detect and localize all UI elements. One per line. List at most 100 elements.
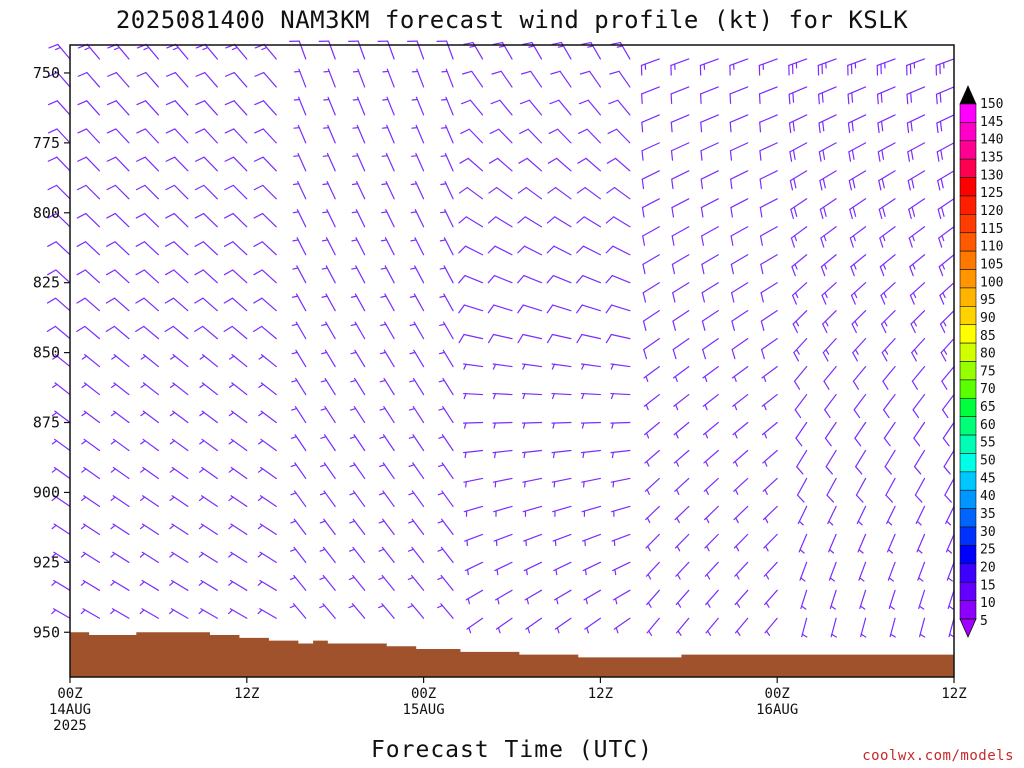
wind-barb <box>917 561 926 582</box>
wind-barb <box>438 377 454 396</box>
wind-barb <box>407 603 425 619</box>
wind-barb <box>908 198 926 220</box>
wind-barb <box>194 241 218 256</box>
wind-barb <box>80 608 101 619</box>
wind-barb <box>800 589 808 610</box>
wind-barb <box>731 365 749 382</box>
wind-barb <box>410 209 425 228</box>
wind-barb <box>670 114 690 133</box>
wind-barb <box>437 603 454 619</box>
wind-barb <box>77 72 101 88</box>
wind-barb <box>848 170 867 191</box>
colorbar-label: 35 <box>980 507 996 522</box>
colorbar-segment <box>959 140 977 160</box>
wind-barb <box>487 274 513 284</box>
wind-barb <box>51 608 71 619</box>
wind-barb <box>440 180 454 200</box>
wind-barb <box>761 338 778 360</box>
wind-barb <box>606 186 631 200</box>
wind-barb <box>348 40 366 60</box>
wind-barb <box>320 377 336 396</box>
wind-barb <box>110 438 130 452</box>
wind-barb <box>699 58 719 76</box>
wind-barb <box>382 68 395 88</box>
wind-barb <box>322 152 336 172</box>
wind-barb <box>674 477 690 495</box>
wind-barb <box>351 265 366 284</box>
wind-barb <box>350 377 366 396</box>
wind-barb <box>522 477 543 488</box>
wind-barb <box>223 297 248 312</box>
wind-barb <box>223 325 248 340</box>
wind-barb <box>820 226 837 248</box>
wind-barb <box>51 438 71 452</box>
wind-barb <box>907 142 926 162</box>
wind-barb <box>381 209 395 228</box>
wind-barb <box>379 434 395 452</box>
wind-barb <box>701 226 719 246</box>
wind-barb <box>886 533 896 554</box>
wind-barb <box>762 449 778 467</box>
wind-barb <box>105 269 130 284</box>
wind-barb <box>759 198 778 218</box>
wind-barb <box>643 365 660 382</box>
wind-barb <box>580 363 602 370</box>
y-tick-label: 850 <box>33 344 60 362</box>
wind-barb <box>169 551 189 563</box>
wind-barb <box>194 156 218 172</box>
wind-barb <box>645 505 660 524</box>
wind-barb <box>703 505 719 524</box>
wind-barb <box>440 124 454 144</box>
wind-barb <box>135 269 159 284</box>
wind-barb <box>919 617 926 638</box>
wind-barb <box>110 382 130 396</box>
wind-barb <box>878 198 896 220</box>
colorbar-segment <box>959 269 977 289</box>
wind-barb <box>758 86 778 104</box>
wind-barb <box>674 533 690 552</box>
wind-barb <box>223 241 248 256</box>
wind-barb <box>853 393 867 419</box>
wind-barb <box>493 533 513 547</box>
wind-barb <box>935 86 955 105</box>
colorbar-label: 150 <box>980 97 1003 112</box>
wind-barb <box>671 226 690 246</box>
wind-barb <box>77 156 101 172</box>
y-axis: 750 775 800 825 850 875 900 925 950 <box>33 64 70 641</box>
wind-barb <box>195 128 218 144</box>
wind-barb <box>319 603 336 619</box>
wind-barb <box>610 421 631 429</box>
wind-barb <box>169 438 189 452</box>
x-tick-label: 2025 <box>53 718 87 734</box>
wind-barb <box>581 505 602 517</box>
wind-barb <box>135 325 159 340</box>
wind-barb <box>169 579 189 591</box>
wind-barb <box>253 184 277 200</box>
wind-barb <box>579 70 602 88</box>
wind-barb <box>876 86 896 105</box>
wind-barb <box>51 579 71 591</box>
wind-barb <box>320 434 336 452</box>
wind-barb <box>110 608 130 619</box>
wind-barb <box>576 245 602 256</box>
wind-barb <box>407 546 425 563</box>
wind-barb <box>611 533 631 547</box>
wind-barb <box>76 184 101 200</box>
wind-barb <box>789 170 808 191</box>
wind-barb <box>460 99 484 116</box>
wind-barb <box>257 579 277 591</box>
wind-barb <box>321 321 336 340</box>
wind-barb <box>849 198 867 220</box>
wind-barb <box>322 180 336 200</box>
wind-barb <box>437 462 454 480</box>
wind-barb <box>644 477 660 495</box>
wind-barb <box>764 589 778 608</box>
wind-barb <box>77 128 101 144</box>
wind-barb <box>348 603 366 619</box>
wind-barb <box>937 170 955 191</box>
wind-barb <box>795 421 808 447</box>
wind-barb <box>253 297 277 312</box>
wind-barb <box>734 617 749 636</box>
wind-barb <box>321 237 336 256</box>
